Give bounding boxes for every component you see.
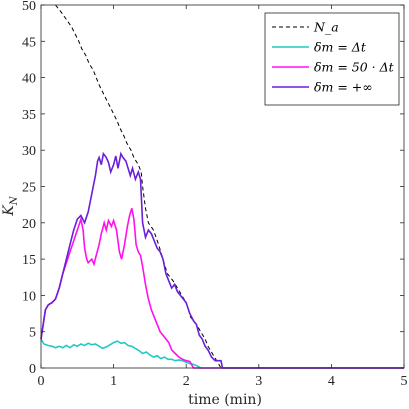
y-tick-label: 50 [22, 0, 36, 14]
y-tick-label: 20 [22, 217, 36, 232]
y-tick-label: 45 [22, 35, 36, 50]
y-tick-label: 0 [29, 362, 36, 377]
y-tick-label: 15 [22, 253, 36, 268]
legend-label: N_a [313, 20, 339, 35]
x-tick-label: 3 [255, 374, 262, 389]
x-tick-label: 4 [328, 374, 335, 389]
y-tick-label: 5 [29, 326, 36, 341]
y-tick-label: 40 [22, 72, 36, 87]
x-tick-label: 1 [110, 374, 117, 389]
legend-box [264, 12, 400, 106]
y-tick-label: 35 [22, 108, 36, 123]
y-axis-title-main: K [1, 204, 17, 217]
y-tick-label: 30 [22, 144, 36, 159]
legend-label: δm = +∞ [314, 80, 373, 95]
y-axis-title-subscript: N [9, 195, 20, 206]
series-line-dm-50dt [40, 208, 404, 369]
series-layer [40, 4, 404, 369]
y-axis-title: KN [1, 195, 20, 216]
y-tick-label: 10 [22, 289, 36, 304]
legend: N_a δm = Δt δm = 50 · Δt δm = +∞ [264, 12, 400, 106]
x-tick-label: 5 [401, 374, 408, 389]
series-line-dm-dt [40, 338, 404, 369]
legend-label: δm = 50 · Δt [314, 60, 395, 75]
x-tick-label: 0 [38, 374, 45, 389]
series-line-dm-inf [40, 151, 404, 369]
x-axis-title: time (min) [188, 392, 262, 408]
legend-label: δm = Δt [314, 40, 367, 55]
x-tick-label: 2 [183, 374, 190, 389]
y-tick-label: 25 [22, 181, 36, 196]
y-axis-title-text: KN [1, 195, 20, 216]
